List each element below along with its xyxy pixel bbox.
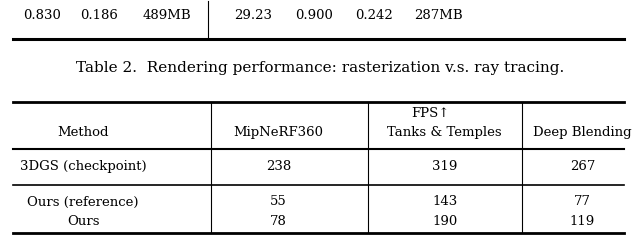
Text: FPS↑: FPS↑ xyxy=(412,107,449,120)
Text: 0.242: 0.242 xyxy=(356,9,393,22)
Text: Ours: Ours xyxy=(67,215,99,228)
Text: 119: 119 xyxy=(570,215,595,228)
Text: 77: 77 xyxy=(574,196,591,208)
Text: Deep Blending: Deep Blending xyxy=(533,126,632,139)
Text: Method: Method xyxy=(58,126,109,139)
Text: 267: 267 xyxy=(570,160,595,173)
Text: 190: 190 xyxy=(432,215,458,228)
Text: Table 2.  Rendering performance: rasterization v.s. ray tracing.: Table 2. Rendering performance: rasteriz… xyxy=(76,61,564,75)
Text: Ours (reference): Ours (reference) xyxy=(28,196,139,208)
Text: 29.23: 29.23 xyxy=(234,9,272,22)
Text: 287MB: 287MB xyxy=(414,9,463,22)
Text: 238: 238 xyxy=(266,160,291,173)
Text: 0.830: 0.830 xyxy=(22,9,61,22)
Text: 143: 143 xyxy=(432,196,458,208)
Text: 55: 55 xyxy=(270,196,287,208)
Text: 319: 319 xyxy=(432,160,458,173)
Text: 0.900: 0.900 xyxy=(294,9,333,22)
Text: MipNeRF360: MipNeRF360 xyxy=(234,126,323,139)
Text: 489MB: 489MB xyxy=(142,9,191,22)
Text: 78: 78 xyxy=(270,215,287,228)
Text: 3DGS (checkpoint): 3DGS (checkpoint) xyxy=(20,160,147,173)
Text: Tanks & Temples: Tanks & Temples xyxy=(387,126,502,139)
Text: 0.186: 0.186 xyxy=(80,9,118,22)
